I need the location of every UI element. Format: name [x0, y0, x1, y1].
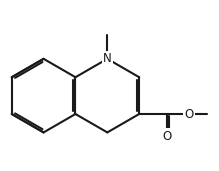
Text: N: N — [103, 52, 112, 65]
Text: O: O — [162, 130, 171, 143]
Text: O: O — [184, 108, 194, 121]
